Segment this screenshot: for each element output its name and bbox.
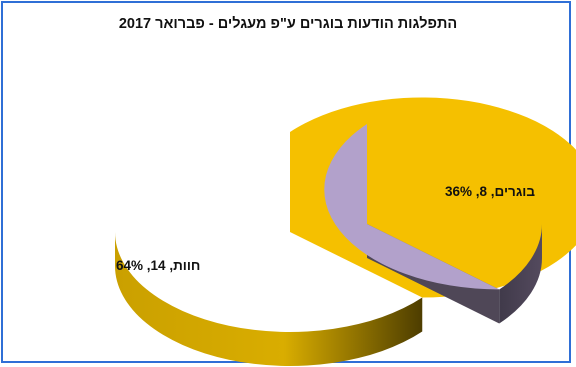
pie-slice-side-1-0	[115, 232, 423, 366]
pie-slice-side-0-0	[499, 224, 542, 324]
pie-label-0: בוגרים, 8, 36%	[445, 184, 535, 199]
chart-title: התפלגות הודעות בוגרים ע"פ מעגלים - פברוא…	[118, 16, 458, 32]
pie-slice-0	[324, 124, 500, 290]
pie-label-1: חוות, 14, 64%	[116, 258, 200, 273]
